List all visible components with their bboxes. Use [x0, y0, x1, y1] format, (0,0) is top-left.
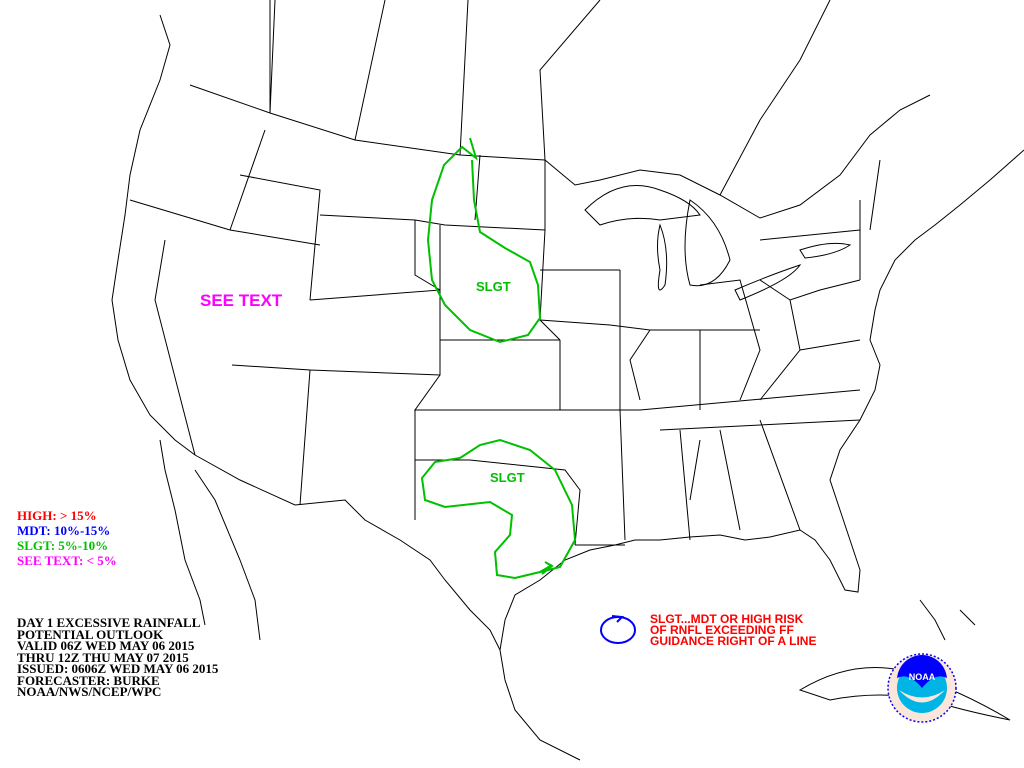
outlook-info: DAY 1 EXCESSIVE RAINFALL POTENTIAL OUTLO… [17, 615, 219, 699]
info-forecaster: FORECASTER: BURKE [17, 672, 160, 688]
us-canada-border [189, 84, 931, 219]
legend-mdt: MDT: 10%-15% [17, 523, 111, 538]
info-thru: THRU 12Z THU MAY 07 2015 [17, 649, 189, 665]
svg-text:NOAA: NOAA [909, 672, 936, 682]
bahamas [919, 599, 976, 641]
blue-circle-arrow-icon [600, 615, 636, 644]
gulf-coast [499, 149, 1024, 651]
mexico-coast [194, 469, 261, 641]
note-line: SLGT...MDT OR HIGH RISK [650, 612, 804, 626]
legend-slgt: SLGT: 5%-10% [17, 538, 109, 553]
slgt-contour-northern-plains [426, 137, 542, 344]
noaa-logo: NOAA [887, 653, 957, 723]
note-line: GUIDANCE RIGHT OF A LINE [650, 634, 817, 648]
info-issued: ISSUED: 0606Z WED MAY 06 2015 [17, 661, 219, 676]
slgt-contour-texas [420, 438, 577, 580]
slgt-arrowhead [541, 561, 554, 575]
baja-coast [159, 439, 206, 626]
legend-see-text: SEE TEXT: < 5% [17, 553, 117, 568]
info-subtitle: POTENTIAL OUTLOOK [17, 626, 164, 642]
risk-note: SLGT...MDT OR HIGH RISK OF RNFL EXCEEDIN… [650, 612, 817, 648]
see-text-label: SEE TEXT [200, 291, 283, 310]
slgt-label-north: SLGT [476, 279, 511, 294]
great-lakes [584, 185, 852, 301]
us-mexico-border [194, 454, 501, 651]
mexico-gulf-coast [499, 649, 581, 761]
note-line: OF RNFL EXCEEDING FF [650, 623, 794, 637]
info-title: DAY 1 EXCESSIVE RAINFALL [17, 615, 201, 630]
slgt-label-texas: SLGT [490, 470, 525, 485]
legend-high: HIGH: > 15% [17, 508, 97, 523]
west-coast [111, 14, 196, 456]
info-agency: NOAA/NWS/NCEP/WPC [17, 684, 162, 699]
info-valid: VALID 06Z WED MAY 06 2015 [17, 638, 195, 653]
canada-lines [269, 0, 831, 196]
